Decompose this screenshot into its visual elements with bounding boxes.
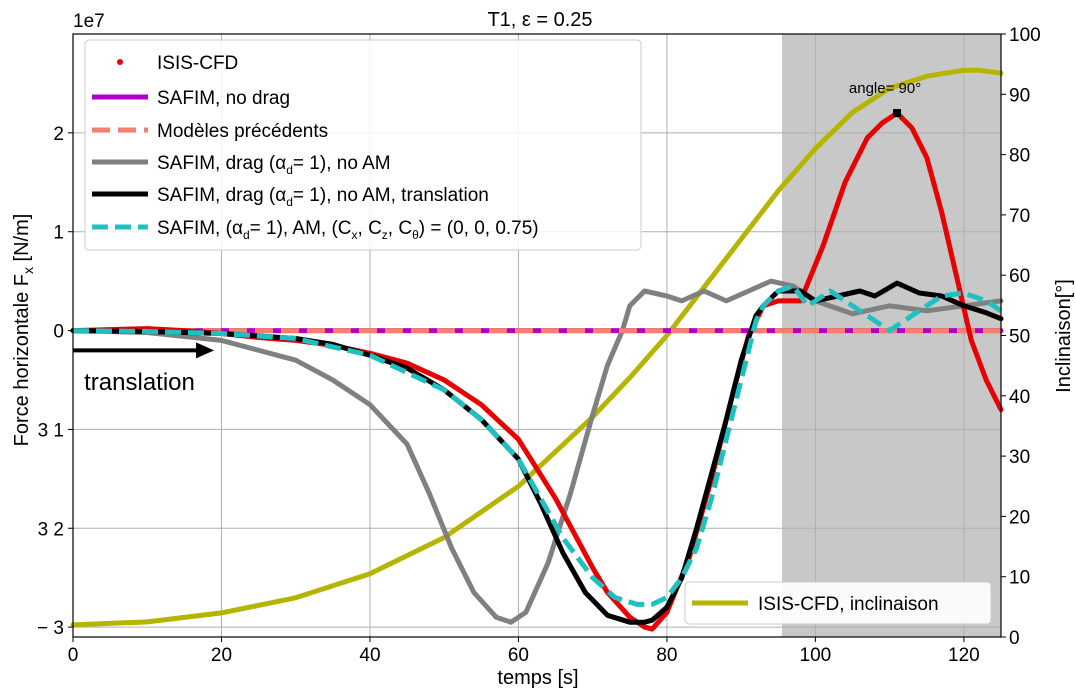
legend-label-isis-cfd: ISIS-CFD xyxy=(157,53,238,74)
x-tick-label: 20 xyxy=(211,645,232,666)
series-isis-inclinaison xyxy=(70,67,1004,628)
x-axis-label: temps [s] xyxy=(497,667,578,689)
legend-label-am-cx: x xyxy=(352,228,358,242)
legend-label-am-sub: d xyxy=(243,228,250,242)
legend-lower-box xyxy=(684,581,992,625)
y-right-tick-label: 60 xyxy=(1009,266,1030,287)
legend-label-drag-translation-b: = 1), no AM, translation xyxy=(293,185,489,206)
legend-label-am-ct: θ xyxy=(412,228,419,242)
legend-label-drag-noam-sub: d xyxy=(286,163,293,177)
legend-label-drag-translation: SAFIM, drag (αd= 1), no AM, translation xyxy=(157,185,489,209)
y-right-tick-label: 100 xyxy=(1009,25,1041,46)
y-right-axis-label: Inclinaison[°] xyxy=(1053,279,1075,393)
legend-label-am-cz: z xyxy=(382,228,388,242)
series-group xyxy=(70,67,1004,632)
y-left-axis-label: Force horizontale Fx [N/m] xyxy=(11,214,36,447)
y-left-tick-label: 2 xyxy=(53,124,64,145)
legend-upper-box xyxy=(84,39,642,251)
y-left-tick-label: 3 2 xyxy=(38,519,64,540)
y-left-label-unit: [N/m] xyxy=(11,214,33,267)
y-left-tick-label: 3 1 xyxy=(38,420,64,441)
legend-label-am-d: , C xyxy=(388,218,412,239)
y-right-tick-label: 90 xyxy=(1009,85,1030,106)
x-tick-label: 40 xyxy=(359,645,380,666)
translation-arrow-head xyxy=(196,342,215,359)
y-right-tick-label: 40 xyxy=(1009,387,1030,408)
legend-label-am: SAFIM, (αd= 1), AM, (Cx, Cz, Cθ) = (0, 0… xyxy=(157,218,539,242)
legend-label-drag-noam-a: SAFIM, drag (α xyxy=(157,153,286,174)
shaded-region xyxy=(781,34,1001,637)
legend-label-modeles: Modèles précédents xyxy=(157,121,328,142)
y-left-label-sub: x xyxy=(20,267,36,274)
x-tick-label: 0 xyxy=(68,645,79,666)
legend-marker-isis-cfd xyxy=(117,59,123,65)
x-tick-label: 60 xyxy=(508,645,529,666)
y-left-tick-label: − 3 xyxy=(37,618,64,639)
series-safim-am xyxy=(72,283,1003,607)
x-tick-label: 80 xyxy=(656,645,677,666)
legend-label-inclinaison: ISIS-CFD, inclinaison xyxy=(758,594,939,615)
y-left-label-main: Force horizontale F xyxy=(11,274,33,446)
y-right-tick-label: 30 xyxy=(1009,447,1030,468)
y-left-tick-label: 1 xyxy=(53,223,64,244)
x-tick-label: 100 xyxy=(800,645,832,666)
offset-text: 1e7 xyxy=(73,11,105,32)
series-safim-drag-translation xyxy=(70,280,1004,625)
legend-label-drag-translation-sub: d xyxy=(286,195,293,209)
legend-label-am-c: , C xyxy=(358,218,382,239)
y-left-tick-label: 0 xyxy=(53,322,64,343)
y-right-axis-ticks: 0 10 20 30 40 50 60 70 80 90 100 xyxy=(1001,25,1041,649)
x-tick-label: 120 xyxy=(948,645,980,666)
x-axis-ticks: 0 20 40 60 80 100 120 xyxy=(68,637,980,666)
y-right-tick-label: 50 xyxy=(1009,327,1030,348)
legend-label-am-e: ) = (0, 0, 0.75) xyxy=(419,218,539,239)
y-right-tick-label: 80 xyxy=(1009,146,1030,167)
y-right-tick-label: 0 xyxy=(1009,628,1020,649)
legend-lower: ISIS-CFD, inclinaison xyxy=(684,581,992,625)
legend-label-am-a: SAFIM, (α xyxy=(157,218,243,239)
annotation-angle: angle= 90° xyxy=(849,80,921,97)
legend-label-safim-no-drag: SAFIM, no drag xyxy=(157,88,290,109)
y-left-axis-ticks: 2 1 0 3 1 3 2 − 3 xyxy=(37,124,73,639)
y-right-tick-label: 70 xyxy=(1009,206,1030,227)
legend-upper: ISIS-CFD SAFIM, no drag Modèles précéden… xyxy=(84,39,642,251)
legend-label-drag-noam: SAFIM, drag (αd= 1), no AM xyxy=(157,153,391,177)
y-right-tick-label: 10 xyxy=(1009,568,1030,589)
legend-label-drag-noam-b: = 1), no AM xyxy=(293,153,391,174)
legend-label-drag-translation-a: SAFIM, drag (α xyxy=(157,185,286,206)
annotation-angle-marker xyxy=(893,109,902,118)
chart-title: T1, ε = 0.25 xyxy=(487,9,592,31)
y-right-tick-label: 20 xyxy=(1009,507,1030,528)
legend-label-am-b: = 1), AM, (C xyxy=(250,218,352,239)
annotation-translation: translation xyxy=(84,369,195,396)
translation-arrow xyxy=(73,342,215,359)
